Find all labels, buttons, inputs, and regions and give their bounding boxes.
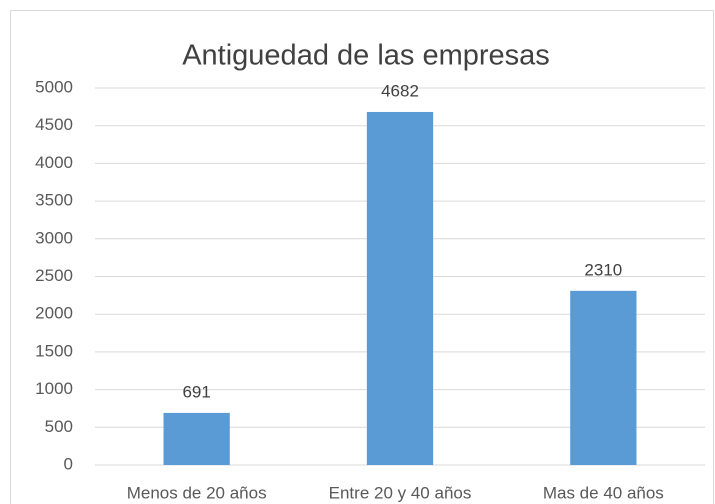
y-tick-label: 4000 (35, 153, 73, 172)
data-label: 2310 (584, 260, 622, 279)
y-tick-label: 0 (64, 454, 73, 473)
data-label: 4682 (381, 81, 419, 100)
y-tick-label: 5000 (35, 77, 73, 96)
y-tick-label: 2000 (35, 304, 73, 323)
y-tick-label: 500 (45, 417, 73, 436)
y-tick-label: 4500 (35, 115, 73, 134)
y-tick-label: 1000 (35, 379, 73, 398)
bar (570, 290, 637, 465)
y-tick-label: 3500 (35, 191, 73, 210)
x-tick-label: Mas de 40 años (543, 483, 664, 502)
bar (163, 412, 230, 465)
y-tick-label: 1500 (35, 341, 73, 360)
bar (366, 111, 434, 465)
chart-title: Antiguedad de las empresas (182, 40, 550, 72)
data-label: 691 (182, 382, 210, 401)
x-tick-label: Entre 20 y 40 años (329, 483, 472, 502)
y-tick-label: 3000 (35, 228, 73, 247)
y-tick-label: 2500 (35, 266, 73, 285)
x-tick-label: Menos de 20 años (127, 483, 267, 502)
